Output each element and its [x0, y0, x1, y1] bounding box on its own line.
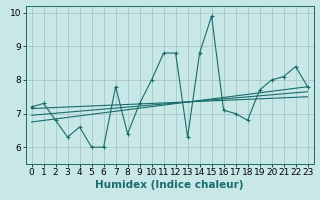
X-axis label: Humidex (Indice chaleur): Humidex (Indice chaleur) — [95, 180, 244, 190]
